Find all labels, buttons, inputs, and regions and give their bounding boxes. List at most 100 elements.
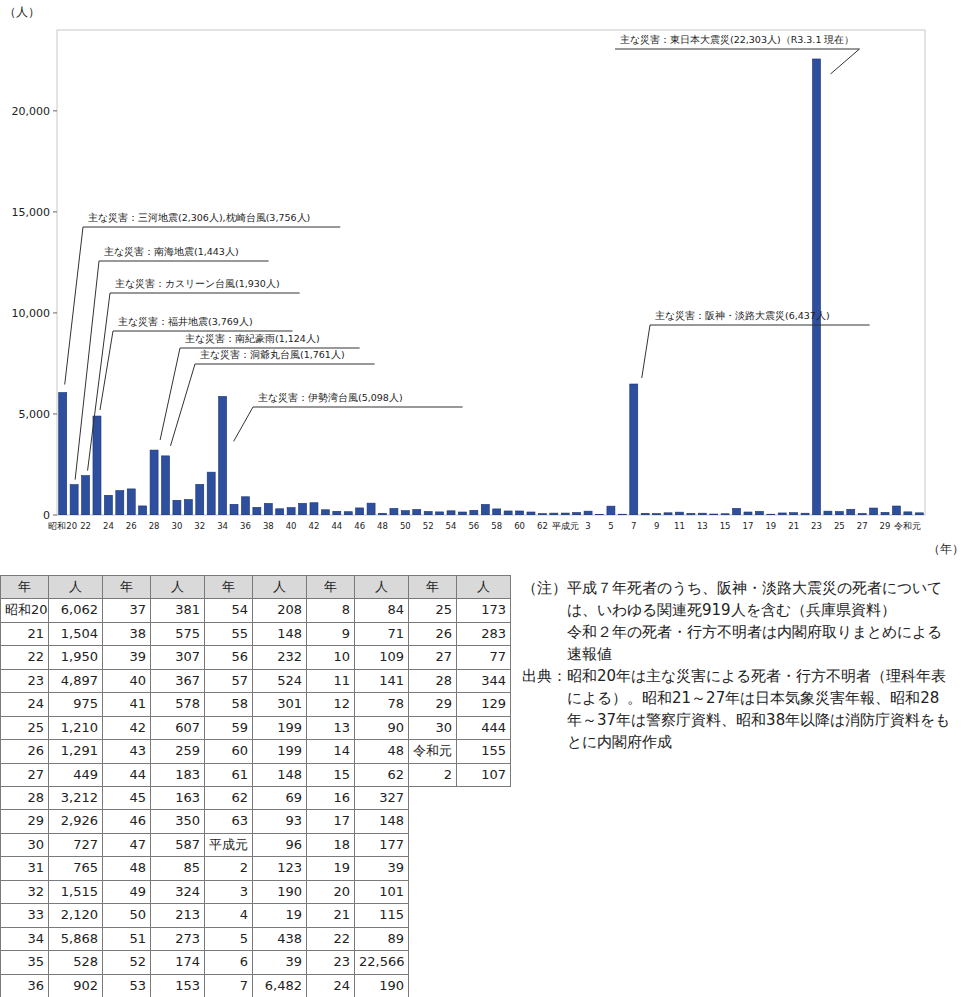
x-tick-label: 34 (217, 521, 228, 531)
bar (82, 476, 90, 515)
table-cell: 153 (150, 974, 205, 997)
table-cell: 40 (102, 669, 151, 693)
bar (356, 508, 364, 515)
y-tick (53, 211, 57, 212)
table-cell: 5 (204, 927, 253, 951)
table-cell: 13 (306, 716, 355, 740)
table-cell: 301 (252, 692, 307, 716)
x-tick-label: 21 (788, 521, 799, 531)
table-cell: 524 (252, 669, 307, 693)
table-cell: 148 (252, 622, 307, 646)
table-cell: 61 (204, 763, 253, 787)
x-tick-label: 9 (654, 521, 659, 531)
annotation: 主な災害：阪神・淡路大震災(6,437人) (655, 310, 830, 321)
table-cell: 283 (456, 622, 511, 646)
bar (162, 456, 170, 515)
table-cell: 115 (354, 903, 409, 927)
table-cell: 23 (0, 669, 49, 693)
chart: 05,00010,00015,00020,000昭和20222426283032… (0, 0, 963, 565)
table-cell: 449 (48, 763, 103, 787)
table-cell: 765 (48, 856, 103, 880)
table-cell: 1,504 (48, 622, 103, 646)
table-cell: 昭和20 (0, 598, 49, 622)
table-cell: 177 (354, 833, 409, 857)
x-tick-label: 13 (697, 521, 708, 531)
bar (881, 512, 889, 515)
table-cell: 190 (354, 974, 409, 997)
data-table: 年人年人年人年人年人昭和206,062373815420888425173211… (0, 575, 512, 997)
table-header-cell: 人 (354, 575, 409, 599)
table-cell: 327 (354, 786, 409, 810)
table-cell: 208 (252, 598, 307, 622)
table-cell: 6,482 (252, 974, 307, 997)
note-text: 昭和20年は主な災害による死者・行方不明者（理科年表による）。昭和21～27年は… (567, 665, 954, 753)
table-cell: 14 (306, 739, 355, 763)
x-tick-label: 36 (240, 521, 251, 531)
table-cell: 28 (0, 786, 49, 810)
bar (493, 509, 501, 515)
bar (150, 450, 158, 515)
bar (870, 508, 878, 515)
table-cell: 8 (306, 598, 355, 622)
table-cell: 9 (306, 622, 355, 646)
table-cell: 444 (456, 716, 511, 740)
table-cell: 24 (306, 974, 355, 997)
bar (710, 514, 718, 515)
table-cell: 55 (204, 622, 253, 646)
table-cell: 20 (306, 880, 355, 904)
annotation: 主な災害：東日本大震災(22,303人)（R3.3.1 現在） (620, 34, 854, 45)
bar (630, 384, 638, 515)
annotation-leader (171, 364, 196, 446)
bar (413, 509, 421, 515)
x-tick-label: 62 (537, 521, 548, 531)
x-tick-label: 令和元 (894, 521, 921, 531)
table-cell: 27 (408, 645, 457, 669)
x-tick-label: 25 (834, 521, 845, 531)
table-header-cell: 人 (456, 575, 511, 599)
table-cell: 25 (408, 598, 457, 622)
table-cell: 199 (252, 739, 307, 763)
note-text: 令和２年の死者・行方不明者は内閣府取りまとめによる速報値 (567, 621, 954, 665)
bar (139, 506, 147, 515)
table-cell: 11 (306, 669, 355, 693)
bar (379, 513, 387, 515)
table-header-cell: 年 (306, 575, 355, 599)
notes: （注）平成７年死者のうち、阪神・淡路大震災の死者については、いわゆる関連死919… (522, 577, 954, 753)
table-cell: 24 (0, 692, 49, 716)
bar (104, 495, 112, 515)
annotation-underline (615, 49, 859, 50)
bar (858, 513, 866, 515)
annotation-underline (113, 331, 293, 332)
table-cell: 727 (48, 833, 103, 857)
bar (481, 504, 489, 515)
table-header-cell: 人 (48, 575, 103, 599)
table-cell: 48 (354, 739, 409, 763)
table-cell: 56 (204, 645, 253, 669)
annotation-leader (100, 331, 113, 410)
table-cell: 23 (306, 950, 355, 974)
bar (790, 513, 798, 515)
bar (436, 512, 444, 515)
table-cell: 199 (252, 716, 307, 740)
table-cell: 33 (0, 903, 49, 927)
y-tick-label: 5,000 (19, 408, 51, 421)
bar (835, 512, 843, 515)
x-tick-label: 7 (631, 521, 636, 531)
note-body: 昭和20年は主な災害による死者・行方不明者（理科年表による）。昭和21～27年は… (567, 665, 954, 753)
table-cell: 48 (102, 856, 151, 880)
table-cell: 41 (102, 692, 151, 716)
table-cell: 28 (408, 669, 457, 693)
bar (219, 396, 227, 515)
table-cell: 367 (150, 669, 205, 693)
annotation: 主な災害：福井地震(3,769人) (118, 316, 253, 327)
bar (173, 500, 181, 515)
table-cell: 123 (252, 856, 307, 880)
bar (344, 512, 352, 515)
x-tick-label: 60 (514, 521, 525, 531)
table-cell: 30 (0, 833, 49, 857)
table-cell: 1,210 (48, 716, 103, 740)
bar (847, 509, 855, 515)
table-cell: 1,950 (48, 645, 103, 669)
table-cell: 47 (102, 833, 151, 857)
annotation-leader (75, 261, 99, 480)
